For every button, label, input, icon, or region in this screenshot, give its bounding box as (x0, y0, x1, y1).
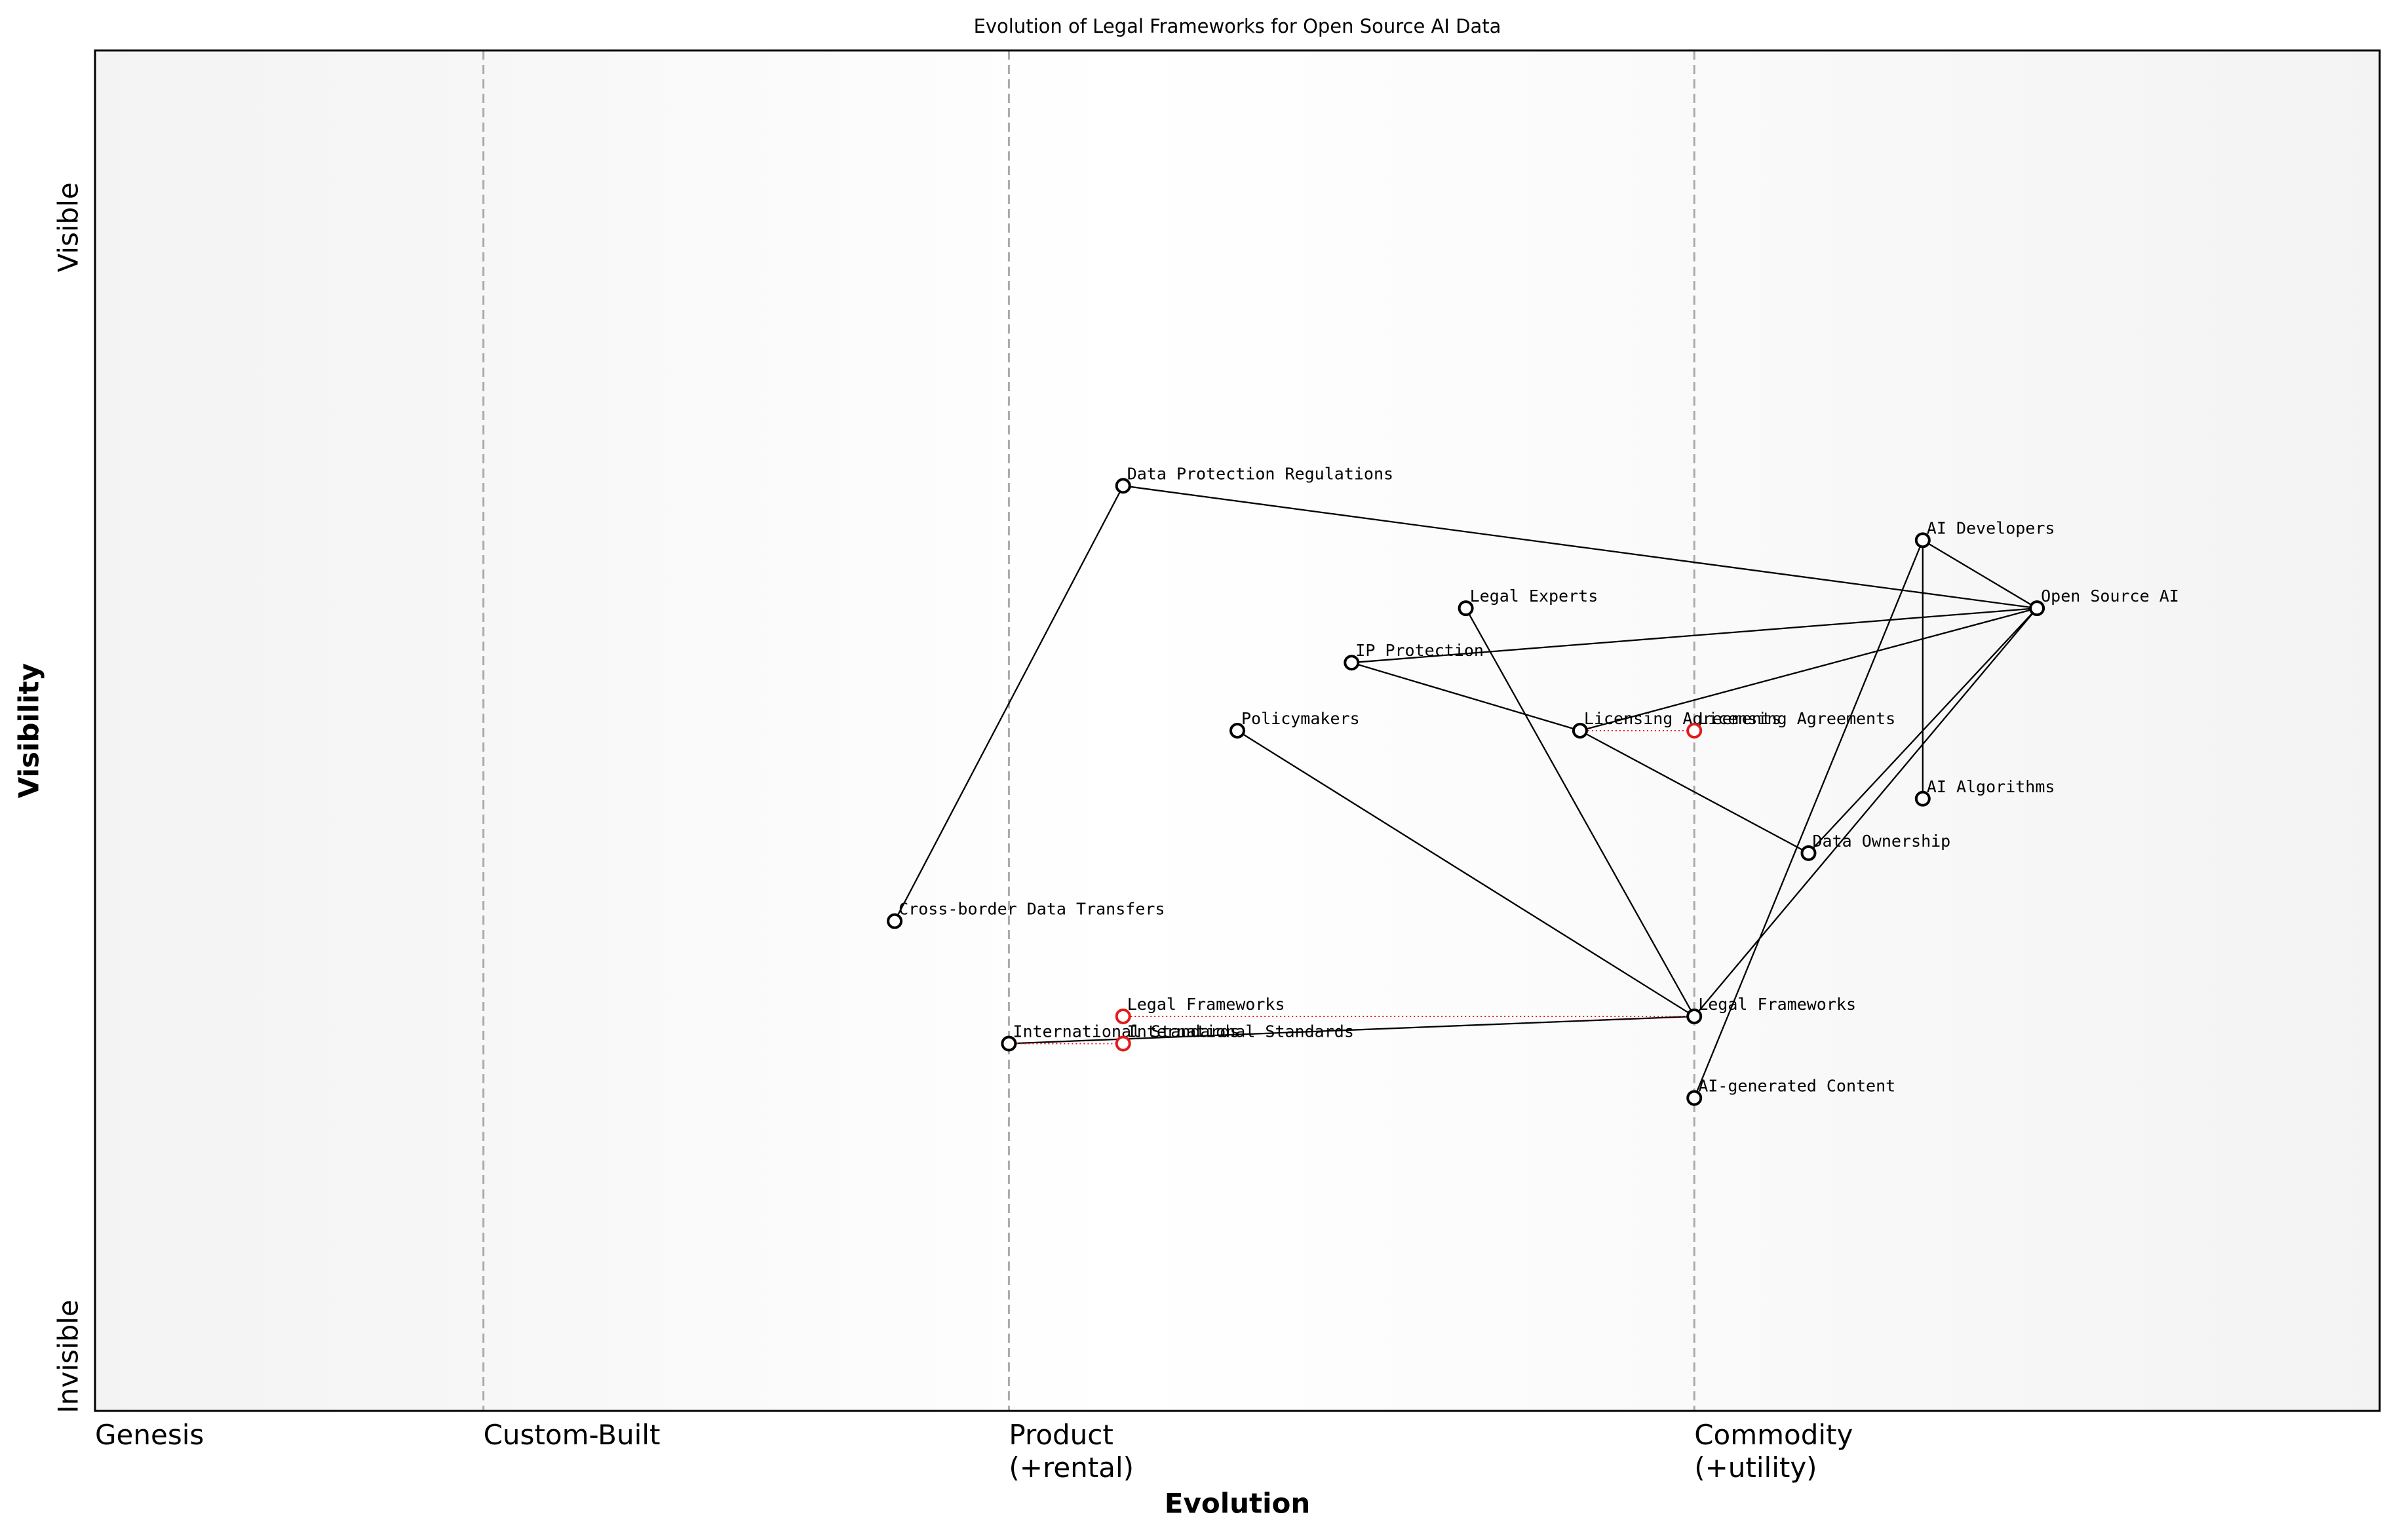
y-tick-label: Invisible (52, 1299, 85, 1413)
node-label: Legal Experts (1470, 587, 1598, 606)
node (1800, 845, 1817, 861)
node (1229, 723, 1245, 739)
node (1572, 723, 1588, 739)
node-label: Data Protection Regulations (1127, 464, 1393, 483)
link (1351, 662, 1581, 732)
link (1694, 539, 1924, 1098)
node (2029, 600, 2045, 617)
node-label: AI Algorithms (1927, 777, 2055, 796)
link (1465, 607, 1695, 1017)
x-tick-label: Commodity (+utility) (1694, 1419, 1853, 1484)
node (1344, 655, 1360, 671)
link (1237, 730, 1695, 1017)
x-axis-title: Evolution (1165, 1488, 1310, 1520)
node-label: Legal Frameworks (1698, 995, 1856, 1014)
node (887, 913, 903, 929)
link (894, 485, 1124, 922)
node-label: AI Developers (1927, 518, 2055, 537)
node-label: IP Protection (1355, 641, 1484, 660)
link (1694, 607, 2038, 1017)
plot-frame (94, 49, 2381, 1412)
y-tick-label: Visible (52, 182, 85, 272)
link (1579, 729, 1810, 854)
link (1922, 539, 2038, 609)
x-tick-label: Product (+rental) (1009, 1419, 1134, 1484)
node (1458, 600, 1474, 617)
node (1914, 790, 1931, 807)
node-label: Cross-border Data Transfers (899, 900, 1165, 919)
node-label: Policymakers (1241, 709, 1360, 728)
node-label: Data Ownership (1813, 832, 1951, 851)
chart-title: Evolution of Legal Frameworks for Open S… (974, 15, 1501, 37)
x-tick-label: Genesis (95, 1419, 204, 1451)
evolved-node (1115, 1008, 1131, 1024)
x-tick-label: Custom-Built (483, 1419, 661, 1451)
node (1914, 532, 1931, 549)
node (1115, 478, 1131, 494)
node (1686, 1008, 1703, 1024)
link (1579, 607, 2038, 732)
evolved-label: Licensing Agreements (1698, 709, 1895, 728)
link (1808, 607, 2038, 854)
evolved-node (1686, 723, 1703, 739)
node (1686, 1090, 1703, 1106)
node-label: Licensing Agreements (1584, 709, 1781, 728)
node-label: AI-generated Content (1698, 1077, 1895, 1096)
evolved-label: Legal Frameworks (1127, 995, 1285, 1014)
evolved-label: International Standards (1127, 1022, 1354, 1041)
y-axis-title: Visibility (13, 663, 45, 798)
node-label: Open Source AI (2041, 587, 2179, 606)
evolved-node (1115, 1035, 1131, 1052)
link (1351, 607, 2038, 664)
node (1001, 1035, 1017, 1052)
link (1123, 485, 2038, 609)
